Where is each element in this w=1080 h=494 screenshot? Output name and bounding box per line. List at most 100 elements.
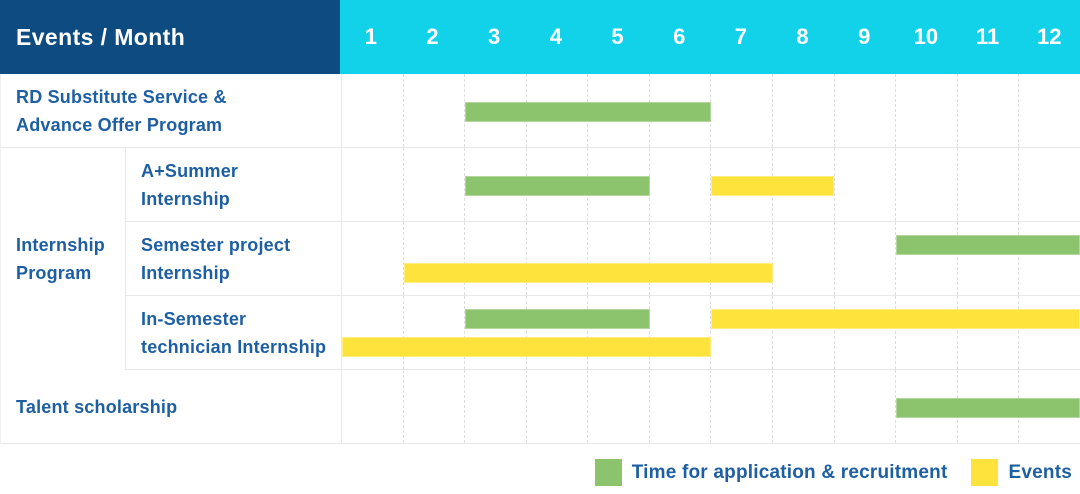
- month-label-5: 5: [611, 24, 624, 49]
- events-color-swatch: [971, 459, 999, 486]
- month-grid-cell: [464, 296, 526, 369]
- row-label-semester-project-internship: Semester project Internship: [141, 234, 291, 283]
- application-bar: [465, 176, 650, 196]
- month-grid-cell: [895, 222, 957, 295]
- month-grid-cell: [648, 222, 711, 295]
- row-a-summer-internship: A+Summer Internship: [126, 148, 1080, 222]
- application-bar: [895, 398, 1080, 418]
- month-grid-cell: [710, 148, 772, 221]
- month-grid-cell: [402, 148, 465, 221]
- event-bar: [711, 309, 1080, 329]
- month-label-6: 6: [673, 24, 686, 49]
- month-grid-cell: [648, 148, 711, 221]
- month-grid-cell: [833, 296, 896, 369]
- month-grid-cell: [402, 222, 465, 295]
- row-label-a-summer-internship: A+Summer Internship: [141, 160, 239, 209]
- row-label-rd-substitute-service: RD Substitute Service & Advance Offer Pr…: [16, 86, 227, 135]
- month-label-4: 4: [549, 24, 562, 49]
- legend-item-application: Time for application & recruitment: [594, 459, 948, 486]
- month-grid-cell: [833, 74, 896, 147]
- month-grid-cell: [342, 296, 403, 369]
- month-grid-cell: [772, 370, 834, 443]
- month-label-3: 3: [488, 24, 501, 49]
- month-grid-cell: [587, 370, 649, 443]
- month-grid-cell: [956, 148, 1019, 221]
- month-grid-cell: [464, 148, 526, 221]
- month-grid-cell: [833, 370, 896, 443]
- application-bar: [895, 235, 1080, 255]
- application-bar: [465, 102, 711, 122]
- month-grid-cell: [342, 148, 403, 221]
- month-label-2: 2: [426, 24, 439, 49]
- month-grid-cell: [342, 370, 403, 443]
- group-label-internship-program: Internship Program: [1, 148, 126, 370]
- event-bar: [342, 337, 711, 357]
- month-label-9: 9: [858, 24, 871, 49]
- month-grid-cell: [895, 148, 957, 221]
- month-grid-cell: [772, 296, 834, 369]
- month-grid-cell: [772, 222, 834, 295]
- month-grid-cell: [342, 222, 403, 295]
- month-grid-cell: [833, 222, 896, 295]
- row-label-talent-scholarship: Talent scholarship: [16, 396, 178, 417]
- table-header-row: Events / Month 1 2 3 4 5 6 7 8 9 10 11 12: [0, 0, 1080, 74]
- month-grid-cell: [1018, 222, 1080, 295]
- chart-area-rd-substitute-service: [341, 74, 1080, 147]
- legend-item-events: Events: [971, 459, 1072, 486]
- row-semester-project-internship: Semester project Internship: [126, 222, 1080, 296]
- row-talent-scholarship: Talent scholarship: [0, 370, 1080, 444]
- events-legend-label: Events: [1008, 461, 1072, 483]
- row-label-in-semester-technician-internship: In-Semester technician Internship: [141, 308, 327, 357]
- month-grid-cell: [956, 296, 1019, 369]
- month-grid-cell: [956, 222, 1019, 295]
- chart-area-talent-scholarship: [341, 370, 1080, 443]
- month-grid-cell: [587, 296, 649, 369]
- legend: Time for application & recruitment Event…: [594, 459, 1072, 486]
- month-grid-cell: [895, 296, 957, 369]
- month-grid-cell: [956, 74, 1019, 147]
- month-grid-cell: [525, 370, 588, 443]
- month-grid-cell: [464, 222, 526, 295]
- month-grid-cell: [402, 370, 465, 443]
- month-label-8: 8: [796, 24, 809, 49]
- application-legend-label: Time for application & recruitment: [631, 461, 948, 483]
- application-bar: [465, 309, 650, 329]
- month-label-1: 1: [364, 24, 377, 49]
- month-label-12: 12: [1036, 24, 1062, 49]
- internship-program-subrows: A+Summer Internship Semester project Int…: [126, 148, 1080, 370]
- month-grid-cell: [710, 370, 772, 443]
- month-grid-cell: [525, 296, 588, 369]
- month-grid-cell: [1018, 148, 1080, 221]
- month-grid-cell: [648, 370, 711, 443]
- application-color-swatch: [594, 459, 622, 486]
- month-grid-cell: [402, 74, 465, 147]
- header-events-month-label: Events / Month: [0, 0, 340, 74]
- month-grid-cell: [1018, 296, 1080, 369]
- month-grid-cell: [710, 222, 772, 295]
- month-grid-cell: [1018, 74, 1080, 147]
- month-grid-cell: [710, 74, 772, 147]
- month-grid-cell: [710, 296, 772, 369]
- chart-area-in-semester-technician-internship: [341, 296, 1080, 369]
- month-grid-cell: [587, 222, 649, 295]
- chart-area-a-summer-internship: [341, 148, 1080, 221]
- month-label-7: 7: [734, 24, 747, 49]
- month-grid-cell: [464, 74, 526, 147]
- month-header-row: 1 2 3 4 5 6 7 8 9 10 11 12: [340, 0, 1080, 74]
- internship-program-group: Internship Program A+Summer Internship S…: [0, 148, 1080, 370]
- month-grid-cell: [772, 74, 834, 147]
- event-bar: [711, 176, 834, 196]
- month-label-11: 11: [975, 24, 1000, 49]
- month-grid-cell: [342, 74, 403, 147]
- month-grid-cell: [895, 74, 957, 147]
- month-grid-cell: [464, 370, 526, 443]
- month-grid-cell: [648, 296, 711, 369]
- row-in-semester-technician-internship: In-Semester technician Internship: [126, 296, 1080, 370]
- month-label-10: 10: [913, 24, 939, 49]
- month-grid-cell: [833, 148, 896, 221]
- row-rd-substitute-service: RD Substitute Service & Advance Offer Pr…: [0, 74, 1080, 148]
- month-grid-cell: [402, 296, 465, 369]
- event-bar: [403, 263, 773, 283]
- month-grid-cell: [525, 222, 588, 295]
